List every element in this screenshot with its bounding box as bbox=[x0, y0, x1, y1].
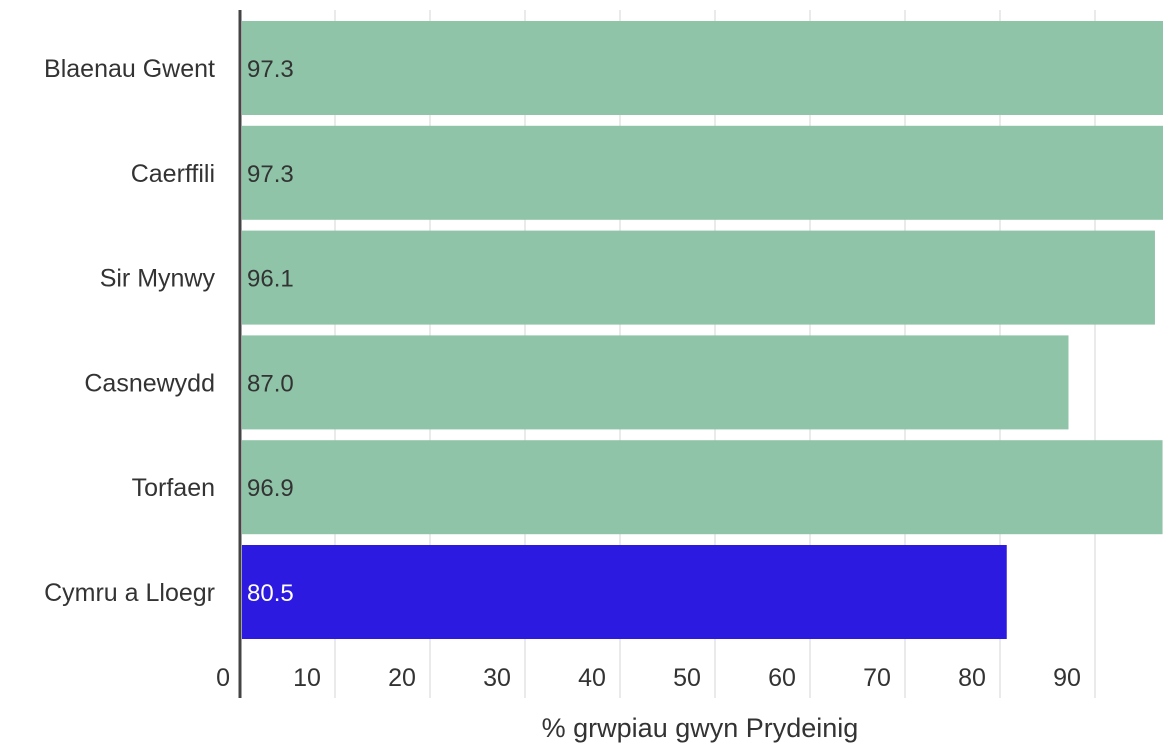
category-label: Blaenau Gwent bbox=[44, 55, 215, 83]
bar-value-label: 97.3 bbox=[247, 161, 294, 188]
x-tick-label: 90 bbox=[1053, 664, 1081, 692]
bar bbox=[242, 230, 1155, 325]
category-label: Torfaen bbox=[132, 474, 215, 502]
x-axis-title: % grwpiau gwyn Prydeinig bbox=[542, 713, 859, 743]
x-tick-label: 10 bbox=[293, 664, 321, 692]
bar-value-label: 80.5 bbox=[247, 580, 294, 607]
bar bbox=[242, 335, 1069, 430]
bar bbox=[242, 440, 1163, 535]
x-tick-label: 0 bbox=[216, 664, 230, 692]
x-tick-label: 80 bbox=[958, 664, 986, 692]
x-tick-label: 60 bbox=[768, 664, 796, 692]
bar-value-label: 96.1 bbox=[247, 266, 294, 293]
x-tick-label: 50 bbox=[673, 664, 701, 692]
bar-value-label: 96.9 bbox=[247, 475, 294, 502]
bar-value-label: 97.3 bbox=[247, 56, 294, 83]
bar bbox=[242, 21, 1163, 115]
bar bbox=[242, 545, 1007, 639]
x-tick-label: 20 bbox=[388, 664, 416, 692]
axes: 0 10 20 30 40 50 60 70 80 90 Blaenau Gwent Caerffil… bbox=[44, 10, 1081, 698]
x-tick-label: 70 bbox=[863, 664, 891, 692]
x-tick-label: 30 bbox=[483, 664, 511, 692]
bar bbox=[242, 125, 1163, 220]
category-label: Cymru a Lloegr bbox=[44, 579, 215, 607]
category-label: Sir Mynwy bbox=[100, 265, 216, 293]
category-label: Caerffili bbox=[131, 160, 215, 188]
bars: 97.3 97.3 96.1 87.0 96.9 80.5 bbox=[242, 21, 1163, 639]
x-tick-label: 40 bbox=[578, 664, 606, 692]
category-label: Casnewydd bbox=[84, 369, 215, 397]
bar-value-label: 87.0 bbox=[247, 370, 294, 397]
